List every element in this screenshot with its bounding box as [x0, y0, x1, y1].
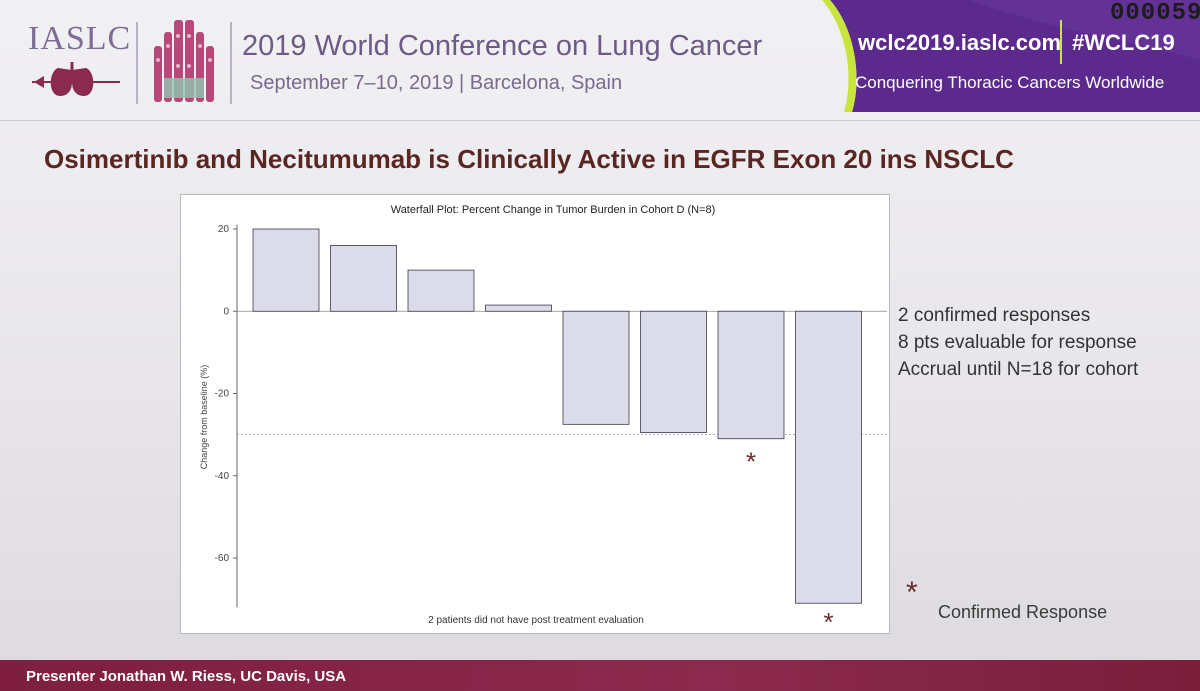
y-tick-label: -40	[215, 471, 230, 482]
note-accrual: Accrual until N=18 for cohort	[898, 359, 1139, 380]
waterfall-bar	[485, 304, 552, 312]
y-axis-label: Change from baseline (%)	[199, 365, 209, 470]
header-divider	[136, 22, 138, 104]
conference-date: September 7–10, 2019 | Barcelona, Spain	[250, 72, 623, 94]
sagrada-familia-logo-icon	[154, 20, 214, 102]
confirmed-response-marker: *	[823, 607, 833, 633]
conference-title: 2019 World Conference on Lung Cancer	[242, 30, 763, 62]
waterfall-chart: Waterfall Plot: Percent Change in Tumor …	[199, 204, 887, 633]
waterfall-bar	[407, 269, 475, 312]
y-tick-label: -60	[215, 553, 230, 564]
conference-website: wclc2019.iaslc.com	[858, 30, 1062, 55]
footer-bar	[0, 660, 1200, 691]
legend-marker: *	[906, 576, 918, 609]
y-tick-label: 0	[223, 306, 229, 317]
y-tick-label: 20	[218, 224, 230, 235]
waterfall-bar	[330, 245, 397, 312]
header-rule	[0, 120, 1200, 121]
y-tick-label: -20	[215, 389, 230, 400]
lung-logo-icon	[32, 62, 120, 96]
waterfall-bar	[795, 310, 862, 604]
note-confirmed-responses: 2 confirmed responses	[898, 305, 1091, 326]
chart-title: Waterfall Plot: Percent Change in Tumor …	[391, 204, 716, 216]
side-notes: 2 confirmed responses 8 pts evaluable fo…	[898, 302, 1138, 383]
waterfall-bar	[717, 310, 785, 440]
conference-tagline: Conquering Thoracic Cancers Worldwide	[855, 73, 1165, 92]
waterfall-bar	[562, 310, 630, 425]
legend-label: Confirmed Response	[938, 602, 1108, 622]
conference-banner	[822, 0, 1200, 112]
presenter-credit: Presenter Jonathan W. Riess, UC Davis, U…	[26, 668, 347, 685]
chart-footnote: 2 patients did not have post treatment e…	[428, 615, 644, 626]
waterfall-bar	[640, 310, 707, 433]
banner-divider	[1060, 20, 1062, 64]
slide-counter: 000059	[1110, 0, 1200, 27]
note-evaluable: 8 pts evaluable for response	[898, 332, 1137, 353]
iaslc-logo-text: IASLC	[28, 20, 132, 57]
slide-header: IASLC 2019 World Conference on Lung Canc…	[0, 0, 1200, 118]
slide-title: Osimertinib and Necitumumab is Clinicall…	[44, 144, 1014, 174]
confirmed-response-marker: *	[746, 447, 756, 477]
header-divider	[230, 22, 232, 104]
waterfall-plot: Waterfall Plot: Percent Change in Tumor …	[180, 194, 890, 634]
waterfall-bar	[252, 228, 320, 312]
conference-hashtag: #WCLC19	[1072, 30, 1175, 55]
